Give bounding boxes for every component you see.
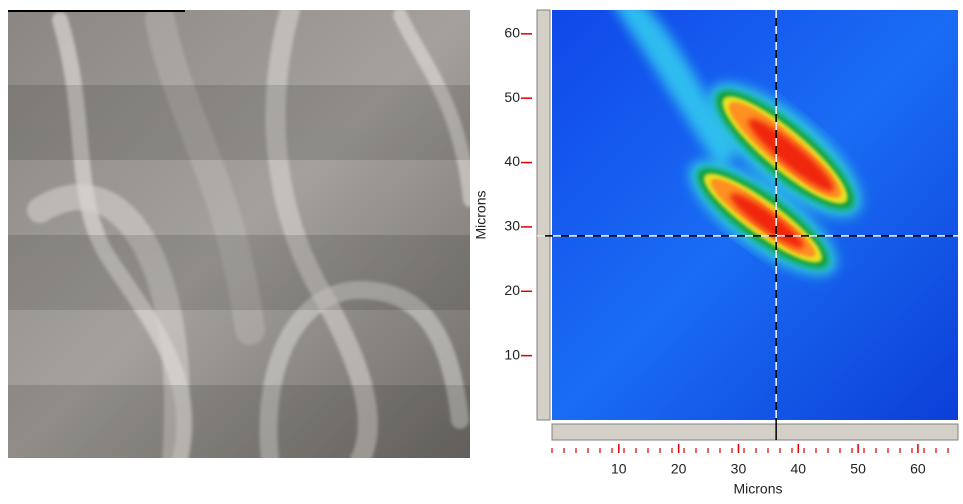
x-tick-label: 50 [850, 461, 866, 477]
vertical-scrollbar[interactable] [536, 9, 551, 421]
x-axis-label: Microns [733, 481, 782, 497]
microscope-photo [8, 10, 470, 458]
horizontal-scrollbar[interactable] [551, 423, 959, 441]
heatmap [552, 10, 958, 420]
x-tick-label: 60 [910, 461, 926, 477]
x-tick-label: 10 [611, 461, 627, 477]
y-tick-label: 60 [504, 25, 520, 41]
x-tick-label: 30 [731, 461, 747, 477]
y-tick-label: 50 [504, 89, 520, 105]
x-tick-label: 20 [671, 461, 687, 477]
y-tick-label: 30 [504, 218, 520, 234]
y-tick-label: 20 [504, 282, 520, 298]
y-tick-label: 10 [504, 346, 520, 362]
y-tick-label: 40 [504, 153, 520, 169]
x-tick-label: 40 [790, 461, 806, 477]
y-axis-label: Microns [473, 190, 489, 239]
